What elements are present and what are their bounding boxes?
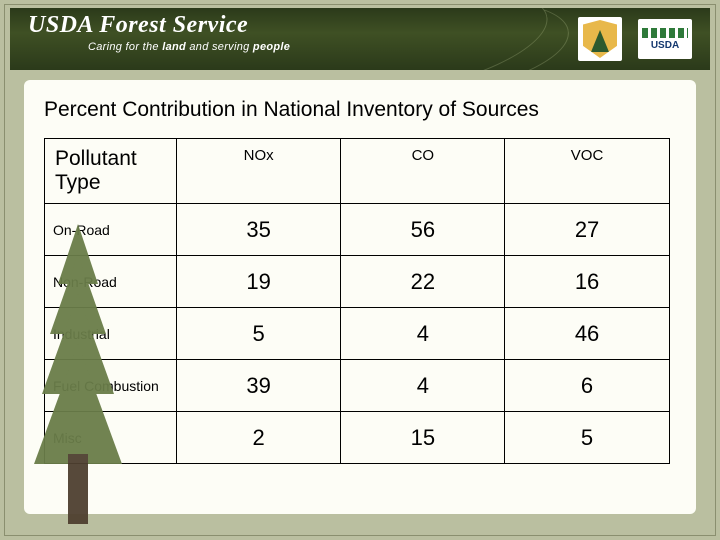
table-corner-label: Pollutant Type xyxy=(45,139,177,204)
table-header-row: Pollutant Type NOx CO VOC xyxy=(45,139,670,204)
cell-value: 5 xyxy=(505,412,669,464)
row-label: Industrial xyxy=(45,308,177,360)
row-label: Non-Road xyxy=(45,256,177,308)
slide-title: Percent Contribution in National Invento… xyxy=(44,98,676,122)
column-header: NOx xyxy=(177,139,341,204)
cell-value: 5 xyxy=(177,308,341,360)
cell-value: 15 xyxy=(341,412,505,464)
cell-value: 46 xyxy=(505,308,669,360)
table-row: Industrial 5 4 46 xyxy=(45,308,670,360)
column-header: VOC xyxy=(505,139,669,204)
cell-value: 39 xyxy=(177,360,341,412)
table-row: On-Road 35 56 27 xyxy=(45,204,670,256)
row-label: On-Road xyxy=(45,204,177,256)
cell-value: 4 xyxy=(341,360,505,412)
table-row: Non-Road 19 22 16 xyxy=(45,256,670,308)
row-label: Fuel Combustion xyxy=(45,360,177,412)
brand-title: USDA Forest Service xyxy=(28,12,290,39)
brand-subtitle: Caring for the land and serving people xyxy=(88,41,290,53)
usda-logo-icon: USDA xyxy=(638,19,692,59)
header-swoosh-decoration xyxy=(305,8,575,70)
cell-value: 56 xyxy=(341,204,505,256)
cell-value: 4 xyxy=(341,308,505,360)
header-badges: USDA xyxy=(578,17,692,61)
table-row: Fuel Combustion 39 4 6 xyxy=(45,360,670,412)
column-header: CO xyxy=(341,139,505,204)
header-brand: USDA Forest Service Caring for the land … xyxy=(28,12,290,53)
table-row: Misc 2 15 5 xyxy=(45,412,670,464)
slide-content-panel: Percent Contribution in National Invento… xyxy=(24,80,696,514)
cell-value: 35 xyxy=(177,204,341,256)
cell-value: 22 xyxy=(341,256,505,308)
cell-value: 6 xyxy=(505,360,669,412)
cell-value: 16 xyxy=(505,256,669,308)
cell-value: 2 xyxy=(177,412,341,464)
pollutant-table: Pollutant Type NOx CO VOC On-Road 35 56 … xyxy=(44,138,670,464)
forest-service-shield-icon xyxy=(578,17,622,61)
cell-value: 27 xyxy=(505,204,669,256)
row-label: Misc xyxy=(45,412,177,464)
header-bar: USDA Forest Service Caring for the land … xyxy=(10,8,710,70)
cell-value: 19 xyxy=(177,256,341,308)
